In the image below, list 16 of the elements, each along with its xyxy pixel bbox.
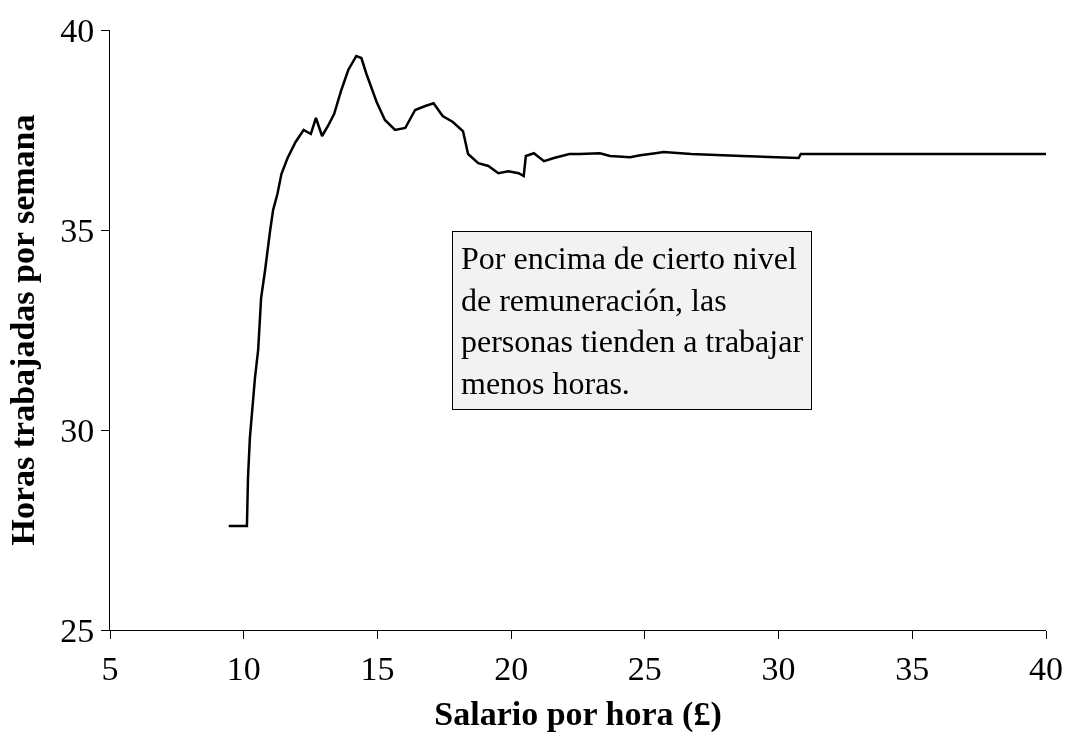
x-tick-label: 25 (627, 649, 662, 687)
x-tick-label: 40 (1029, 649, 1063, 687)
y-tick-label: 25 (60, 611, 95, 649)
x-tick-label: 5 (101, 649, 119, 687)
y-tick-label: 40 (60, 11, 95, 49)
y-tick-label: 35 (60, 211, 95, 249)
x-tick-label: 30 (761, 649, 796, 687)
y-axis-title: Horas trabajadas por semana (3, 114, 41, 546)
x-tick-label: 10 (226, 649, 261, 687)
x-axis-title: Salario por hora (£) (434, 695, 722, 734)
x-tick-label: 15 (360, 649, 395, 687)
annotation: Por encima de cierto nivel de remuneración, las personas tienden a trabajar menos horas. (461, 240, 804, 401)
line-series (227, 54, 1046, 528)
x-tick-label: 20 (494, 649, 529, 687)
x-tick-label: 35 (895, 649, 930, 687)
y-tick-label: 30 (60, 411, 95, 449)
